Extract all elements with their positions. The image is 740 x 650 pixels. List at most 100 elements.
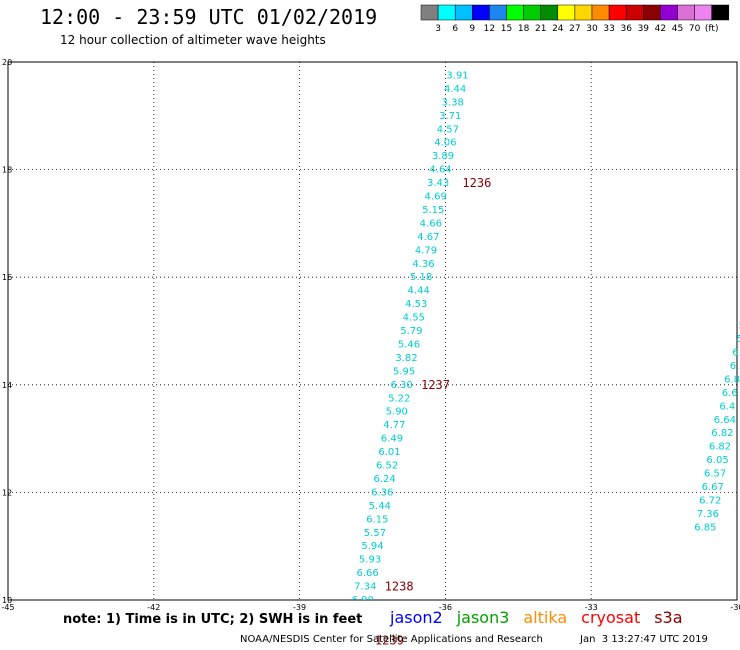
wave-height-label: 5.90 — [386, 407, 408, 418]
wave-height-label: 5.44 — [369, 501, 391, 512]
color-scale-label: 30 — [586, 24, 598, 34]
color-scale-label: 18 — [518, 24, 530, 34]
wave-height-label: 4.66 — [420, 218, 442, 229]
wave-height-label: 6.82 — [709, 442, 731, 453]
color-scale-label: 45 — [672, 24, 683, 34]
satellite-name: jason2 — [390, 608, 443, 627]
time-label: 1237 — [421, 378, 450, 392]
time-label: 1236 — [462, 176, 491, 190]
wave-height-label: 5.57 — [364, 528, 386, 539]
y-tick-label: 20 — [2, 58, 12, 67]
footer-timestamp: Jan 3 13:27:47 UTC 2019 — [580, 634, 708, 645]
color-scale-legend: 3 6 9 12 15 18 21 24 27 30 33 36 39 42 45 70 (ft) — [420, 4, 730, 34]
wave-height-label: 4.06 — [434, 138, 456, 149]
x-tick-label: -33 — [585, 603, 598, 612]
color-scale-label: 27 — [569, 24, 580, 34]
color-scale-label: 9 — [469, 24, 475, 34]
color-scale-label: 6 — [452, 24, 458, 34]
wave-height-label: 7.36 — [697, 509, 719, 520]
wave-height-label: 4.77 — [383, 420, 405, 431]
page-title: 12:00 - 23:59 UTC 01/02/2019 — [40, 5, 378, 29]
wave-height-label: 3.82 — [395, 353, 417, 364]
wave-height-label: 6.15 — [366, 514, 388, 525]
wave-height-label: 3.71 — [439, 111, 461, 122]
x-tick-label: -30 — [730, 603, 740, 612]
wave-height-label: 6. — [732, 348, 740, 359]
wave-height-label: 6.72 — [699, 495, 721, 506]
wave-height-label: 6.85 — [694, 522, 716, 533]
satellite-name: s3a — [654, 608, 683, 627]
wave-height-label: 6.8 — [724, 374, 740, 385]
y-tick-label: 16 — [2, 273, 12, 282]
color-scale-label: 39 — [638, 24, 650, 34]
y-tick-label: 14 — [2, 381, 12, 390]
wave-height-label: 4.64 — [429, 165, 451, 176]
wave-height-label: 5.93 — [359, 555, 381, 566]
color-scale-label: 70 — [689, 24, 701, 34]
wave-height-label: 6.64 — [714, 415, 736, 426]
wave-height-label: 6.4 — [719, 401, 735, 412]
wave-height-label: 3.91 — [446, 70, 468, 81]
color-scale-label: 33 — [603, 24, 614, 34]
wave-height-label: 6.49 — [381, 434, 403, 445]
x-tick-label: -42 — [147, 603, 160, 612]
satellite-name: altika — [523, 608, 568, 627]
color-scale-label: 24 — [552, 24, 564, 34]
x-tick-label: -45 — [1, 603, 14, 612]
wave-height-label: 4.44 — [444, 84, 466, 95]
wave-height-label: 4.67 — [417, 232, 439, 243]
satellite-legend: jason2 jason3 altika cryosat s3a — [390, 608, 697, 627]
wave-height-label: 6.05 — [706, 455, 728, 466]
color-scale-label: 15 — [501, 24, 512, 34]
wave-height-label: 4.53 — [405, 299, 427, 310]
color-scale-label: 12 — [484, 24, 495, 34]
satellite-name: cryosat — [581, 608, 641, 627]
time-label: 1239 — [375, 633, 404, 647]
wave-height-label: 5.22 — [388, 393, 410, 404]
wave-height-label: 5 — [739, 321, 740, 332]
x-tick-label: -39 — [293, 603, 306, 612]
color-scale-label: 42 — [655, 24, 666, 34]
wave-height-label: 5.46 — [398, 339, 420, 350]
color-scale-label: 21 — [535, 24, 546, 34]
wave-height-label: 5 — [736, 334, 740, 345]
wave-height-label: 6.82 — [711, 428, 733, 439]
wave-height-label: 3.89 — [432, 151, 454, 162]
color-scale-label: 3 — [435, 24, 441, 34]
wave-height-label: 6. — [730, 361, 740, 372]
page-subtitle: 12 hour collection of altimeter wave hei… — [60, 33, 326, 47]
wave-height-label: 6.01 — [378, 447, 400, 458]
wave-height-label: 6.66 — [357, 568, 379, 579]
color-swatch — [711, 4, 730, 21]
wave-height-label: 4.69 — [425, 192, 447, 203]
wave-height-label: 3.43 — [427, 178, 449, 189]
footer-credit: NOAA/NESDIS Center for Satellite Applica… — [240, 634, 543, 645]
wave-height-label: 4.79 — [415, 245, 437, 256]
satellite-name: jason3 — [456, 608, 510, 627]
wave-height-label: 7.34 — [354, 582, 376, 593]
wave-height-label: 6.6 — [722, 388, 738, 399]
x-tick-label: -36 — [439, 603, 452, 612]
wave-height-label: 5.95 — [393, 366, 415, 377]
time-label: 1238 — [385, 580, 414, 594]
wave-height-label: 4.36 — [412, 259, 434, 270]
wave-height-label: 4.55 — [403, 313, 425, 324]
y-tick-label: 10 — [2, 596, 12, 605]
wave-height-label: 4.57 — [437, 124, 459, 135]
wave-height-label: 5.79 — [400, 326, 422, 337]
wave-height-label: 5.15 — [422, 205, 444, 216]
wave-height-label: 6.30 — [391, 380, 413, 391]
wave-height-label: 6.90 — [352, 595, 374, 606]
wave-height-label: 6.52 — [376, 461, 398, 472]
wave-height-label: 3.38 — [442, 97, 464, 108]
wave-height-label: 4.44 — [408, 286, 430, 297]
wave-height-label: 6.67 — [702, 482, 724, 493]
y-tick-label: 18 — [2, 166, 12, 175]
color-scale-label: (ft) — [705, 24, 719, 34]
y-tick-label: 12 — [2, 488, 12, 497]
wave-height-label: 6.36 — [371, 487, 393, 498]
wave-height-label: 6.24 — [374, 474, 396, 485]
data-layer: 3.91 4.44 3.38 3.71 4.57 4.06 3.89 4.64 3.43 4.69… — [352, 70, 740, 606]
footer-note: note: 1) Time is in UTC; 2) SWH is in fe… — [63, 612, 363, 627]
